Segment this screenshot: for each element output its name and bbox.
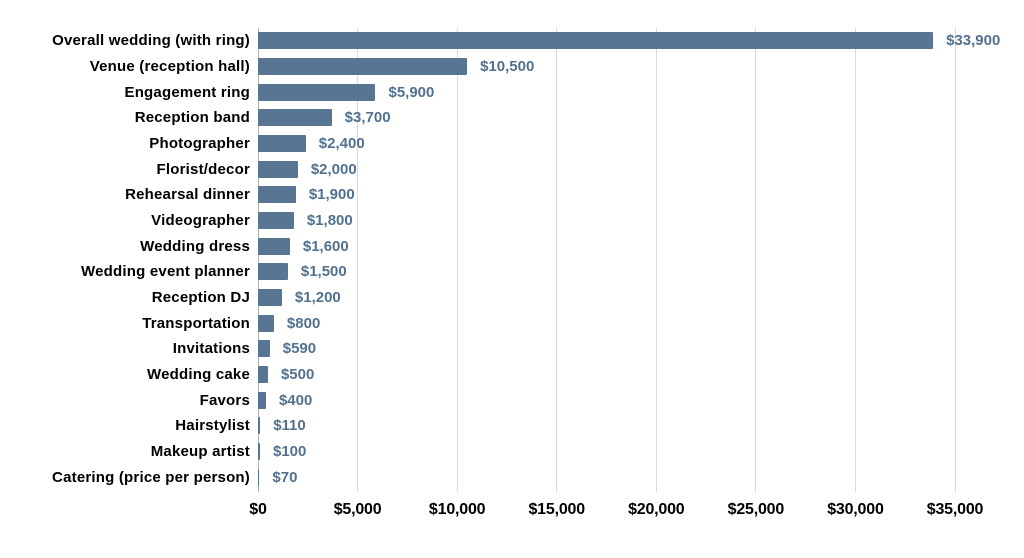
value-label: $500 xyxy=(280,365,315,383)
category-label: Makeup artist xyxy=(150,442,250,460)
x-axis-tick-label: $15,000 xyxy=(528,501,585,518)
bar[interactable] xyxy=(258,32,934,50)
category-label: Wedding dress xyxy=(140,237,250,255)
category-label: Venue (reception hall) xyxy=(89,57,250,75)
chart-row: Transportation $800 xyxy=(0,310,1024,336)
category-label: Favors xyxy=(199,391,250,409)
bar[interactable] xyxy=(258,109,332,127)
bar[interactable] xyxy=(258,314,274,332)
bar[interactable] xyxy=(258,365,268,383)
x-axis-tick-label: $35,000 xyxy=(926,501,984,518)
category-label: Reception DJ xyxy=(151,288,250,306)
bar[interactable] xyxy=(258,237,290,255)
bar[interactable] xyxy=(258,263,288,281)
bar[interactable] xyxy=(258,83,376,101)
bar[interactable] xyxy=(258,288,282,306)
value-label: $1,500 xyxy=(300,263,347,281)
bar[interactable] xyxy=(258,340,270,358)
bar[interactable] xyxy=(258,391,266,409)
gridline xyxy=(456,28,458,492)
gridline xyxy=(954,28,956,492)
x-axis-tick-label: $0 xyxy=(249,501,267,518)
chart-row: Favors $400 xyxy=(0,387,1024,413)
bar[interactable] xyxy=(258,57,468,75)
category-label: Videographer xyxy=(151,211,250,229)
value-label: $5,900 xyxy=(388,83,435,101)
chart-row: Florist/decor $2,000 xyxy=(0,156,1024,182)
value-label: $590 xyxy=(282,340,317,358)
x-axis-tick-label: $10,000 xyxy=(428,501,486,518)
category-label: Catering (price per person) xyxy=(52,468,250,486)
gridline xyxy=(357,28,359,492)
category-label: Engagement ring xyxy=(124,83,250,101)
chart-row: Reception band $3,700 xyxy=(0,105,1024,131)
chart-row: Reception DJ $1,200 xyxy=(0,285,1024,311)
x-axis-tick-label: $25,000 xyxy=(727,501,785,518)
category-label: Wedding event planner xyxy=(81,263,250,281)
chart-row: Makeup artist $100 xyxy=(0,439,1024,465)
category-label: Rehearsal dinner xyxy=(125,186,250,204)
bar[interactable] xyxy=(258,442,260,460)
value-label: $110 xyxy=(273,417,306,435)
value-label: $100 xyxy=(272,442,307,460)
value-label: $1,200 xyxy=(294,288,341,306)
chart-row: Hairstylist $110 xyxy=(0,413,1024,439)
value-label: $10,500 xyxy=(480,57,535,75)
x-axis-tick-label: $5,000 xyxy=(333,501,382,518)
chart-row: Venue (reception hall) $10,500 xyxy=(0,54,1024,80)
category-label: Invitations xyxy=(172,340,250,358)
bar[interactable] xyxy=(258,417,261,435)
chart-row: Wedding dress $1,600 xyxy=(0,233,1024,259)
category-label: Photographer xyxy=(149,134,250,152)
value-label: $2,400 xyxy=(318,134,365,152)
bar[interactable] xyxy=(258,211,294,229)
chart-row: Engagement ring $5,900 xyxy=(0,79,1024,105)
category-label: Wedding cake xyxy=(147,365,250,383)
bar[interactable] xyxy=(258,134,306,152)
chart-row: Wedding cake $500 xyxy=(0,362,1024,388)
chart-row: Wedding event planner $1,500 xyxy=(0,259,1024,285)
value-label: $400 xyxy=(278,391,313,409)
category-label: Overall wedding (with ring) xyxy=(52,32,250,50)
value-label: $1,800 xyxy=(306,211,353,229)
chart-row: Catering (price per person) $70 xyxy=(0,464,1024,490)
category-label: Reception band xyxy=(134,109,250,127)
chart-row: Invitations $590 xyxy=(0,336,1024,362)
gridline xyxy=(755,28,757,492)
x-axis-tick-label: $20,000 xyxy=(628,501,685,518)
value-label: $1,600 xyxy=(302,237,349,255)
gridline xyxy=(556,28,558,492)
bar[interactable] xyxy=(258,186,296,204)
y-axis-line xyxy=(257,28,259,492)
gridline xyxy=(854,28,856,492)
chart-row: Overall wedding (with ring) $33,900 xyxy=(0,28,1024,54)
value-label: $1,900 xyxy=(308,186,355,204)
value-label: $800 xyxy=(286,314,321,332)
value-label: $33,900 xyxy=(946,32,1001,50)
chart-row: Photographer $2,400 xyxy=(0,131,1024,157)
value-label: $70 xyxy=(272,468,298,486)
chart-row: Rehearsal dinner $1,900 xyxy=(0,182,1024,208)
value-label: $2,000 xyxy=(310,160,357,178)
bar[interactable] xyxy=(258,468,260,486)
x-axis-tick-label: $30,000 xyxy=(827,501,884,518)
category-label: Hairstylist xyxy=(175,417,250,435)
value-label: $3,700 xyxy=(344,109,391,127)
chart-row: Videographer $1,800 xyxy=(0,208,1024,234)
category-label: Florist/decor xyxy=(156,160,250,178)
gridline xyxy=(655,28,657,492)
category-label: Transportation xyxy=(142,314,250,332)
bar[interactable] xyxy=(258,160,298,178)
